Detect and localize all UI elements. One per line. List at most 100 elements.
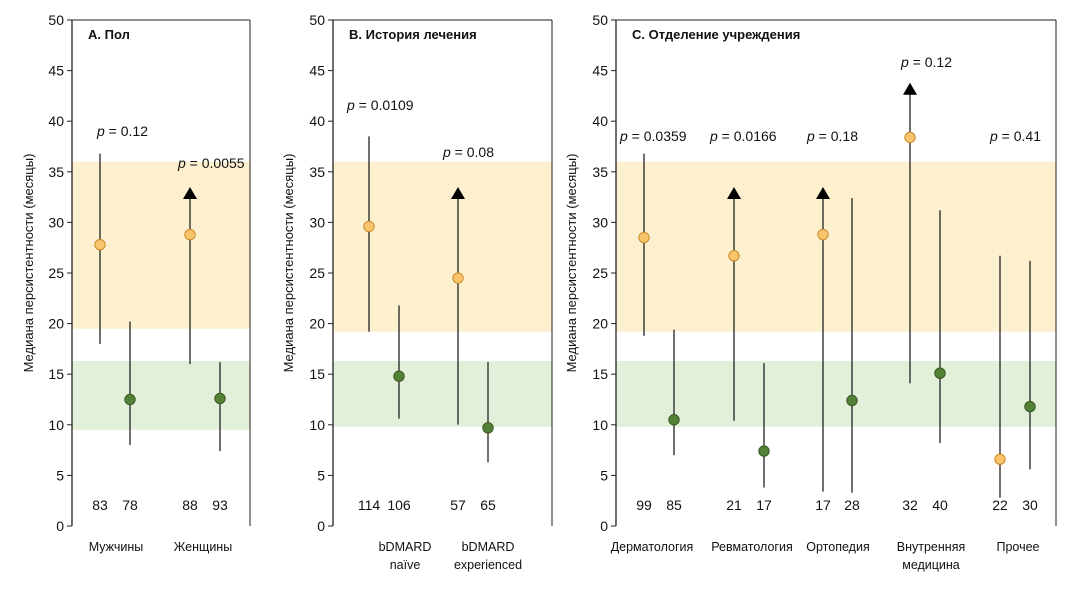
- panel-title: C. Отделение учреждения: [632, 27, 800, 42]
- p-value-label: p = 0.12: [900, 54, 952, 70]
- y-tick-label: 40: [592, 113, 608, 129]
- p-value-label: p = 0.18: [806, 128, 858, 144]
- sample-size-label: 28: [844, 497, 860, 513]
- chart-panel-2: 0 5 10 15 20 25 30 35 40 45 50 Медиана персистентно…: [281, 12, 553, 572]
- green-reference-band: [333, 361, 552, 427]
- y-tick-label: 25: [48, 265, 64, 281]
- sample-size-label: 83: [92, 497, 108, 513]
- y-tick-label: 10: [592, 417, 608, 433]
- y-tick-label: 45: [592, 63, 608, 79]
- median-point-green: [482, 422, 494, 434]
- median-point-orange: [728, 250, 740, 262]
- category-label: Ортопедия: [806, 540, 869, 554]
- category-label: bDMARD: [379, 540, 432, 554]
- y-tick-label: 50: [309, 12, 325, 28]
- category-label: Мужчины: [89, 540, 144, 554]
- p-value-label: p = 0.08: [442, 144, 494, 160]
- y-tick-label: 35: [309, 164, 325, 180]
- y-tick-label: 20: [309, 316, 325, 332]
- arrow-up-icon: [727, 186, 741, 199]
- median-point-green: [934, 367, 946, 379]
- orange-reference-band: [616, 161, 1056, 332]
- panel-title: B. История лечения: [349, 27, 477, 42]
- sample-size-label: 17: [756, 497, 772, 513]
- sample-size-label: 40: [932, 497, 948, 513]
- y-tick-label: 15: [48, 366, 64, 382]
- sample-size-label: 78: [122, 497, 138, 513]
- y-tick-label: 35: [592, 164, 608, 180]
- median-point-green: [124, 393, 136, 406]
- y-tick-label: 30: [309, 214, 325, 230]
- sample-size-label: 85: [666, 497, 682, 513]
- y-tick-label: 0: [317, 518, 325, 534]
- p-value-label: p = 0.0359: [619, 128, 687, 144]
- category-label: experienced: [454, 558, 522, 572]
- y-tick-label: 45: [309, 63, 325, 79]
- y-tick-label: 20: [592, 316, 608, 332]
- category-label: naïve: [390, 558, 421, 572]
- sample-size-label: 106: [387, 497, 411, 513]
- p-value-label: p = 0.41: [989, 128, 1041, 144]
- y-tick-label: 30: [592, 214, 608, 230]
- median-point-orange: [452, 272, 464, 284]
- arrow-up-icon: [816, 186, 830, 199]
- p-value-label: p = 0.0166: [709, 128, 777, 144]
- y-tick-label: 40: [48, 113, 64, 129]
- y-tick-label: 5: [317, 467, 325, 483]
- median-point-orange: [994, 453, 1006, 465]
- y-tick-label: 45: [48, 63, 64, 79]
- median-point-orange: [817, 228, 829, 241]
- sample-size-label: 21: [726, 497, 742, 513]
- median-point-orange: [363, 220, 375, 233]
- y-tick-label: 15: [309, 366, 325, 382]
- median-point-green: [214, 392, 226, 405]
- y-tick-label: 25: [592, 265, 608, 281]
- y-tick-label: 40: [309, 113, 325, 129]
- p-value-label: p = 0.0055: [177, 155, 245, 171]
- sample-size-label: 30: [1022, 497, 1038, 513]
- sample-size-label: 93: [212, 497, 228, 513]
- p-value-label: p = 0.0109: [346, 97, 414, 113]
- sample-size-label: 88: [182, 497, 198, 513]
- sample-size-label: 22: [992, 497, 1008, 513]
- sample-size-label: 99: [636, 497, 652, 513]
- y-tick-label: 5: [56, 467, 64, 483]
- median-point-green: [846, 394, 858, 407]
- median-point-orange: [184, 228, 196, 241]
- arrow-up-icon: [903, 82, 917, 95]
- median-point-orange: [94, 238, 106, 251]
- y-tick-label: 10: [48, 417, 64, 433]
- y-axis-label: Медиана персистентности (месяцы): [21, 154, 36, 373]
- panel-title: A. Пол: [88, 27, 130, 42]
- y-tick-label: 20: [48, 316, 64, 332]
- category-label: bDMARD: [462, 540, 515, 554]
- arrow-up-icon: [183, 186, 197, 199]
- category-label: медицина: [902, 558, 960, 572]
- median-point-orange: [638, 231, 650, 244]
- category-label: Женщины: [174, 540, 232, 554]
- y-axis-label: Медиана персистентности (месяцы): [564, 154, 579, 373]
- orange-reference-band: [333, 161, 552, 332]
- y-tick-label: 50: [48, 12, 64, 28]
- median-point-orange: [904, 131, 916, 144]
- green-reference-band: [616, 361, 1056, 427]
- sample-size-label: 32: [902, 497, 918, 513]
- y-tick-label: 10: [309, 417, 325, 433]
- y-axis-label: Медиана персистентности (месяцы): [281, 154, 296, 373]
- median-point-green: [393, 370, 405, 382]
- y-tick-label: 0: [56, 518, 64, 534]
- y-tick-label: 35: [48, 164, 64, 180]
- y-tick-label: 15: [592, 366, 608, 382]
- sample-size-label: 57: [450, 497, 466, 513]
- sample-size-label: 17: [815, 497, 831, 513]
- median-point-green: [668, 414, 680, 426]
- chart-panel-3: 0 5 10 15 20 25 30 35 40 45 50 Медиана персистентно…: [564, 12, 1057, 572]
- category-label: Прочее: [996, 540, 1039, 554]
- category-label: Ревматология: [711, 540, 792, 554]
- y-tick-label: 25: [309, 265, 325, 281]
- arrow-up-icon: [451, 186, 465, 199]
- category-label: Внутренняя: [897, 540, 965, 554]
- y-tick-label: 50: [592, 12, 608, 28]
